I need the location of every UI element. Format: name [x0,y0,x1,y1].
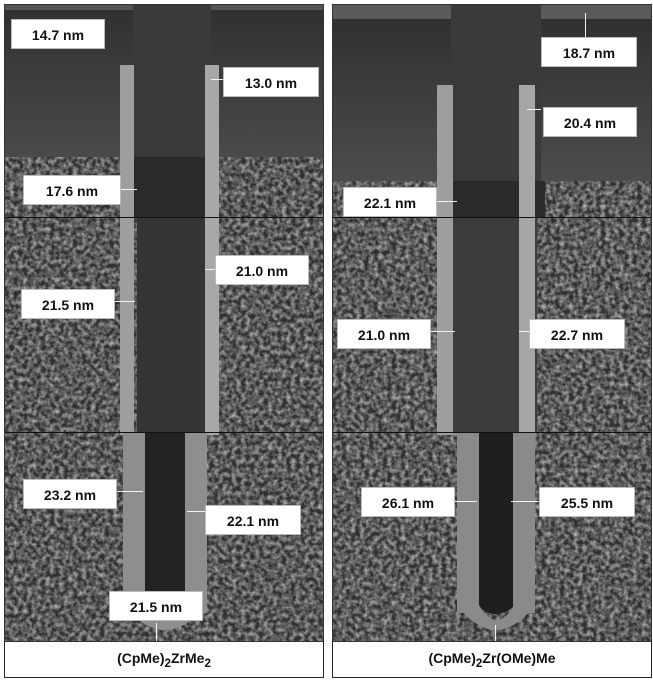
measurement-label: 13.0 nm [223,67,319,97]
tile-divider [5,432,323,433]
measurement-tick [527,109,541,110]
sem-image-left [5,5,323,641]
measurement-tick [429,331,455,332]
measurement-label: 21.0 nm [337,319,431,349]
measurement-tick [205,269,219,270]
measurement-tick [156,623,157,641]
measurement-label: 26.1 nm [361,487,455,517]
sem-panel-right: 18.7 nm 20.4 nm 22.1 nm 21.0 nm 22.7 nm … [332,4,652,642]
measurement-label: 14.7 nm [11,19,105,49]
measurement-tick [117,189,137,190]
measurement-label: 25.5 nm [539,487,635,517]
measurement-label: 21.0 nm [215,255,309,285]
measurement-label: 23.2 nm [23,479,117,509]
measurement-tick [211,79,227,80]
measurement-label: 22.1 nm [343,187,437,217]
panel-caption-left: (CpMe)2ZrMe2 [4,642,324,678]
measurement-label: 20.4 nm [543,107,637,137]
measurement-label: 22.1 nm [205,505,301,535]
panel-caption-right: (CpMe)2Zr(OMe)Me [332,642,652,678]
measurement-tick [495,625,496,641]
measurement-label: 18.7 nm [541,37,637,67]
tile-divider [333,217,651,218]
measurement-label: 21.5 nm [21,289,115,319]
measurement-tick [443,501,477,502]
tile-divider [333,432,651,433]
measurement-label: 17.6 nm [23,175,121,205]
measurement-tick [115,491,143,492]
measurement-tick [187,511,209,512]
measurement-tick [433,201,457,202]
measurement-tick [585,13,586,41]
measurement-label: 21.5 nm [109,591,203,621]
caption-text: (CpMe)2Zr(OMe)Me [428,649,556,670]
tile-divider [5,217,323,218]
caption-text: (CpMe)2ZrMe2 [117,649,211,670]
sem-panel-left: 14.7 nm 13.0 nm 17.6 nm 21.0 nm 21.5 nm … [4,4,324,642]
measurement-label: 22.7 nm [529,319,625,349]
measurement-tick [511,501,543,502]
measurement-tick [113,301,135,302]
